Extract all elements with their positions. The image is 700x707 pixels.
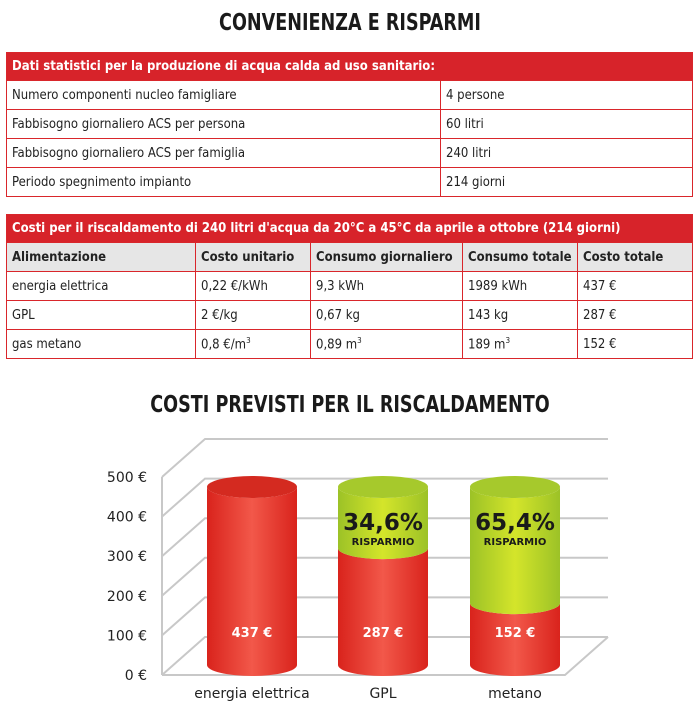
column-header: Consumo totale [462, 242, 578, 272]
bar-segment-cost-top [207, 476, 297, 498]
column-header: Costo totale [577, 242, 693, 272]
row-value: 214 giorni [440, 167, 693, 197]
floor-edge [162, 636, 609, 676]
x-tick-label: GPL [369, 686, 396, 702]
cell: 189 m3 [462, 329, 578, 359]
gridline [161, 438, 608, 478]
y-tick-label: 500 € [107, 470, 147, 486]
table-row: Numero componenti nucleo famigliare 4 per… [6, 80, 693, 110]
x-tick-label: energia elettrica [194, 686, 309, 702]
bar-segment-cost [470, 603, 560, 676]
data-label: 437 € [232, 626, 273, 641]
bar-segment-savings-top [338, 476, 428, 498]
table-row: GPL 2 €/kg 0,67 kg 143 kg 287 € [6, 300, 693, 330]
costs-table-header: Costi per il riscaldamento di 240 litri … [6, 214, 693, 243]
savings-label: RISPARMIO [484, 537, 547, 548]
row-label: Numero componenti nucleo famigliare [6, 80, 441, 110]
data-label: 152 € [495, 626, 536, 641]
cell: 2 €/kg [195, 300, 311, 330]
table-row: Fabbisogno giornaliero ACS per persona 60… [6, 109, 693, 139]
stats-table: Dati statistici per la produzione di acq… [6, 52, 693, 197]
cell: 143 kg [462, 300, 578, 330]
costs-table: Costi per il riscaldamento di 240 litri … [6, 214, 693, 359]
cell: 0,67 kg [310, 300, 463, 330]
bar-segment-savings [470, 487, 560, 615]
row-label: Fabbisogno giornaliero ACS per persona [6, 109, 441, 139]
row-value: 4 persone [440, 80, 693, 110]
cost-chart: 0 € 100 € 200 € 300 € 400 € 500 € 437 € energi… [107, 438, 609, 702]
cell: gas metano [6, 329, 196, 359]
column-header: Costo unitario [195, 242, 311, 272]
table-row: gas metano 0,8 €/m3 0,89 m3 189 m3 152 € [6, 329, 693, 359]
gridline [161, 477, 608, 518]
y-tick-label: 400 € [107, 510, 147, 526]
y-tick-label: 300 € [107, 549, 147, 565]
column-header: Alimentazione [6, 242, 196, 272]
cell: GPL [6, 300, 196, 330]
y-tick-label: 100 € [107, 628, 147, 644]
data-label: 287 € [363, 626, 404, 641]
bar-segment-savings-top [470, 476, 560, 498]
bar-segment-savings [338, 487, 428, 560]
cell: 152 € [577, 329, 693, 359]
x-tick-label: metano [488, 686, 542, 702]
cell: energia elettrica [6, 271, 196, 301]
y-tick-label: 0 € [125, 668, 147, 684]
savings-label: RISPARMIO [352, 537, 415, 548]
cell: 9,3 kWh [310, 271, 463, 301]
stats-table-header: Dati statistici per la produzione di acq… [6, 52, 693, 81]
column-header: Consumo giornaliero [310, 242, 463, 272]
cell: 1989 kWh [462, 271, 578, 301]
cell: 437 € [577, 271, 693, 301]
table-row: Periodo spegnimento impianto 214 giorni [6, 167, 693, 197]
table-row: Fabbisogno giornaliero ACS per famiglia 2… [6, 138, 693, 168]
bar-segment-cost [207, 487, 297, 676]
cell: 287 € [577, 300, 693, 330]
cell: 0,8 €/m3 [195, 329, 311, 359]
page-title: CONVENIENZA E RISPARMI [219, 10, 481, 36]
savings-percent: 65,4% [475, 510, 555, 536]
cell: 0,22 €/kWh [195, 271, 311, 301]
row-value: 240 litri [440, 138, 693, 168]
y-tick-label: 200 € [107, 589, 147, 605]
cell: 0,89 m3 [310, 329, 463, 359]
savings-percent: 34,6% [343, 510, 423, 536]
bar-segment-cost [338, 548, 428, 676]
row-label: Periodo spegnimento impianto [6, 167, 441, 197]
chart-title: COSTI PREVISTI PER IL RISCALDAMENTO [150, 392, 550, 418]
table-row: energia elettrica 0,22 €/kWh 9,3 kWh 198… [6, 271, 693, 301]
row-label: Fabbisogno giornaliero ACS per famiglia [6, 138, 441, 168]
row-value: 60 litri [440, 109, 693, 139]
